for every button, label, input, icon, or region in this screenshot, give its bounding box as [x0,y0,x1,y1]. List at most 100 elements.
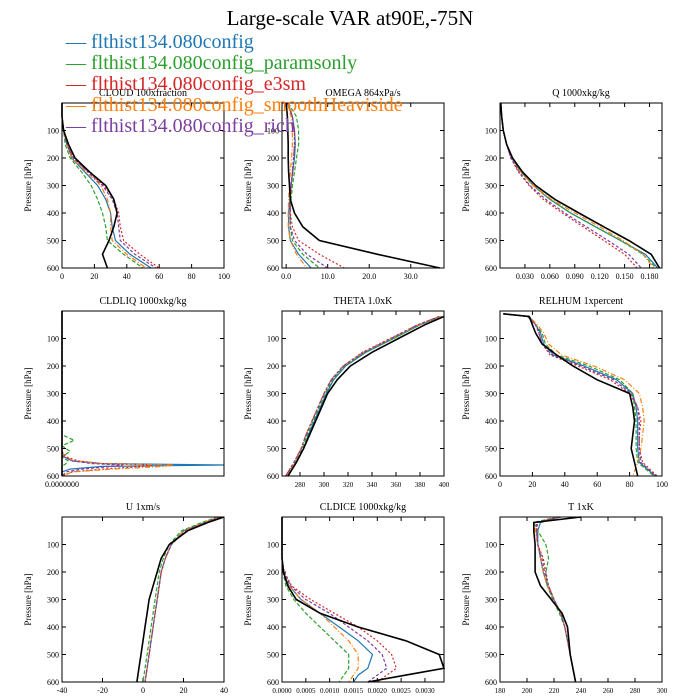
y-tick-label: 600 [267,472,279,481]
y-tick-label: 300 [47,182,59,191]
series-line [286,315,441,477]
x-tick-label: 300 [319,481,330,489]
x-tick-label: 220 [549,687,560,695]
series-line [144,516,221,683]
y-tick-label: 400 [47,209,59,218]
x-tick-label: 20 [90,272,98,281]
x-tick-label: 0.0015 [344,687,364,695]
legend: — flthist134.080config — flthist134.080c… [66,32,403,137]
legend-swatch: — [66,115,91,137]
series-line [503,313,645,477]
x-tick-label: 0 [141,686,145,695]
y-tick-label: 600 [47,678,59,687]
series-line [144,516,221,683]
y-axis-label: Pressure [hPa] [461,573,471,625]
panel-frame [61,310,225,477]
y-tick-label: 100 [47,541,59,550]
figure-title: Large-scale VAR at90E,-75N [226,6,474,30]
series-line [61,311,123,477]
legend-item: — flthist134.080config_paramsonly [66,53,403,74]
y-tick-label: 200 [485,568,497,577]
y-tick-label: 500 [485,651,497,660]
x-tick-label: 340 [367,481,378,489]
y-tick-label: 600 [485,472,497,481]
panel-frame [281,310,445,477]
legend-swatch: — [66,31,91,53]
y-tick-label: 400 [267,209,279,218]
y-tick-label: 500 [47,237,59,246]
y-tick-label: 200 [47,154,59,163]
x-tick-label: 20.0 [362,272,376,281]
x-tick-label: 80 [626,480,634,489]
y-tick-label: 100 [47,335,59,344]
x-tick-label: 300 [657,687,668,695]
series-line [285,315,440,477]
panel-title: CLDICE 1000xkg/kg [320,502,406,513]
y-tick-label: 200 [47,362,59,371]
x-tick-label: 0 [498,480,502,489]
x-tick-label: 180 [495,687,506,695]
x-tick-label: 280 [295,481,306,489]
series-line [142,516,219,683]
panel-title: T 1xK [568,502,594,513]
series-line [61,103,160,269]
x-tick-label: 40 [561,480,569,489]
x-tick-label: 0.0000000 [45,480,79,489]
series-line [503,313,658,477]
y-tick-label: 300 [485,390,497,399]
y-tick-label: 200 [47,568,59,577]
y-tick-label: 200 [485,362,497,371]
panel-title: Q 1000xkg/kg [552,88,610,99]
series-line [61,311,225,476]
y-tick-label: 600 [485,678,497,687]
series-line [503,313,655,477]
x-tick-label: 280 [630,687,641,695]
x-tick-label: 0.0 [281,272,291,281]
series-line [287,102,320,269]
x-tick-label: 200 [522,687,533,695]
y-tick-label: 600 [267,678,279,687]
panel-frame [499,310,663,477]
series-line [532,516,577,683]
legend-label: flthist134.080config [91,31,254,53]
x-tick-label: 260 [603,687,614,695]
x-tick-label: 360 [391,481,402,489]
x-tick-label: 0.0025 [391,687,411,695]
x-tick-label: 30.0 [404,272,418,281]
panel-title: CLDLIQ 1000xkg/kg [100,296,187,307]
series-line [500,102,642,269]
legend-item: — flthist134.080config_smoothHeaviside [66,95,403,116]
y-tick-label: 100 [485,335,497,344]
y-tick-label: 400 [485,417,497,426]
x-tick-label: 320 [343,481,354,489]
y-axis-label: Pressure [hPa] [23,367,33,419]
x-tick-label: 0.150 [616,272,634,281]
series-line [503,313,639,477]
series-line [144,516,221,683]
y-tick-label: 500 [485,237,497,246]
x-tick-label: 400 [439,481,450,489]
x-tick-label: 20 [528,480,536,489]
series-line [285,315,440,477]
x-tick-label: -20 [97,686,108,695]
x-tick-label: 20 [180,686,188,695]
y-axis-label: Pressure [hPa] [461,367,471,419]
y-tick-label: 300 [485,596,497,605]
x-tick-label: -40 [57,686,68,695]
y-tick-label: 300 [47,390,59,399]
panel-frame [281,102,445,269]
y-tick-label: 500 [47,651,59,660]
panel-frame [499,516,663,683]
y-tick-label: 200 [267,568,279,577]
y-tick-label: 400 [485,209,497,218]
y-tick-label: 600 [47,472,59,481]
panel-title: U 1xm/s [126,502,160,513]
x-tick-label: 100 [656,480,668,489]
y-tick-label: 300 [485,182,497,191]
y-tick-label: 500 [267,237,279,246]
series-line [286,102,345,269]
legend-item: — flthist134.080config_e3sm [66,74,403,95]
y-tick-label: 200 [267,362,279,371]
panel-frame [499,102,663,269]
